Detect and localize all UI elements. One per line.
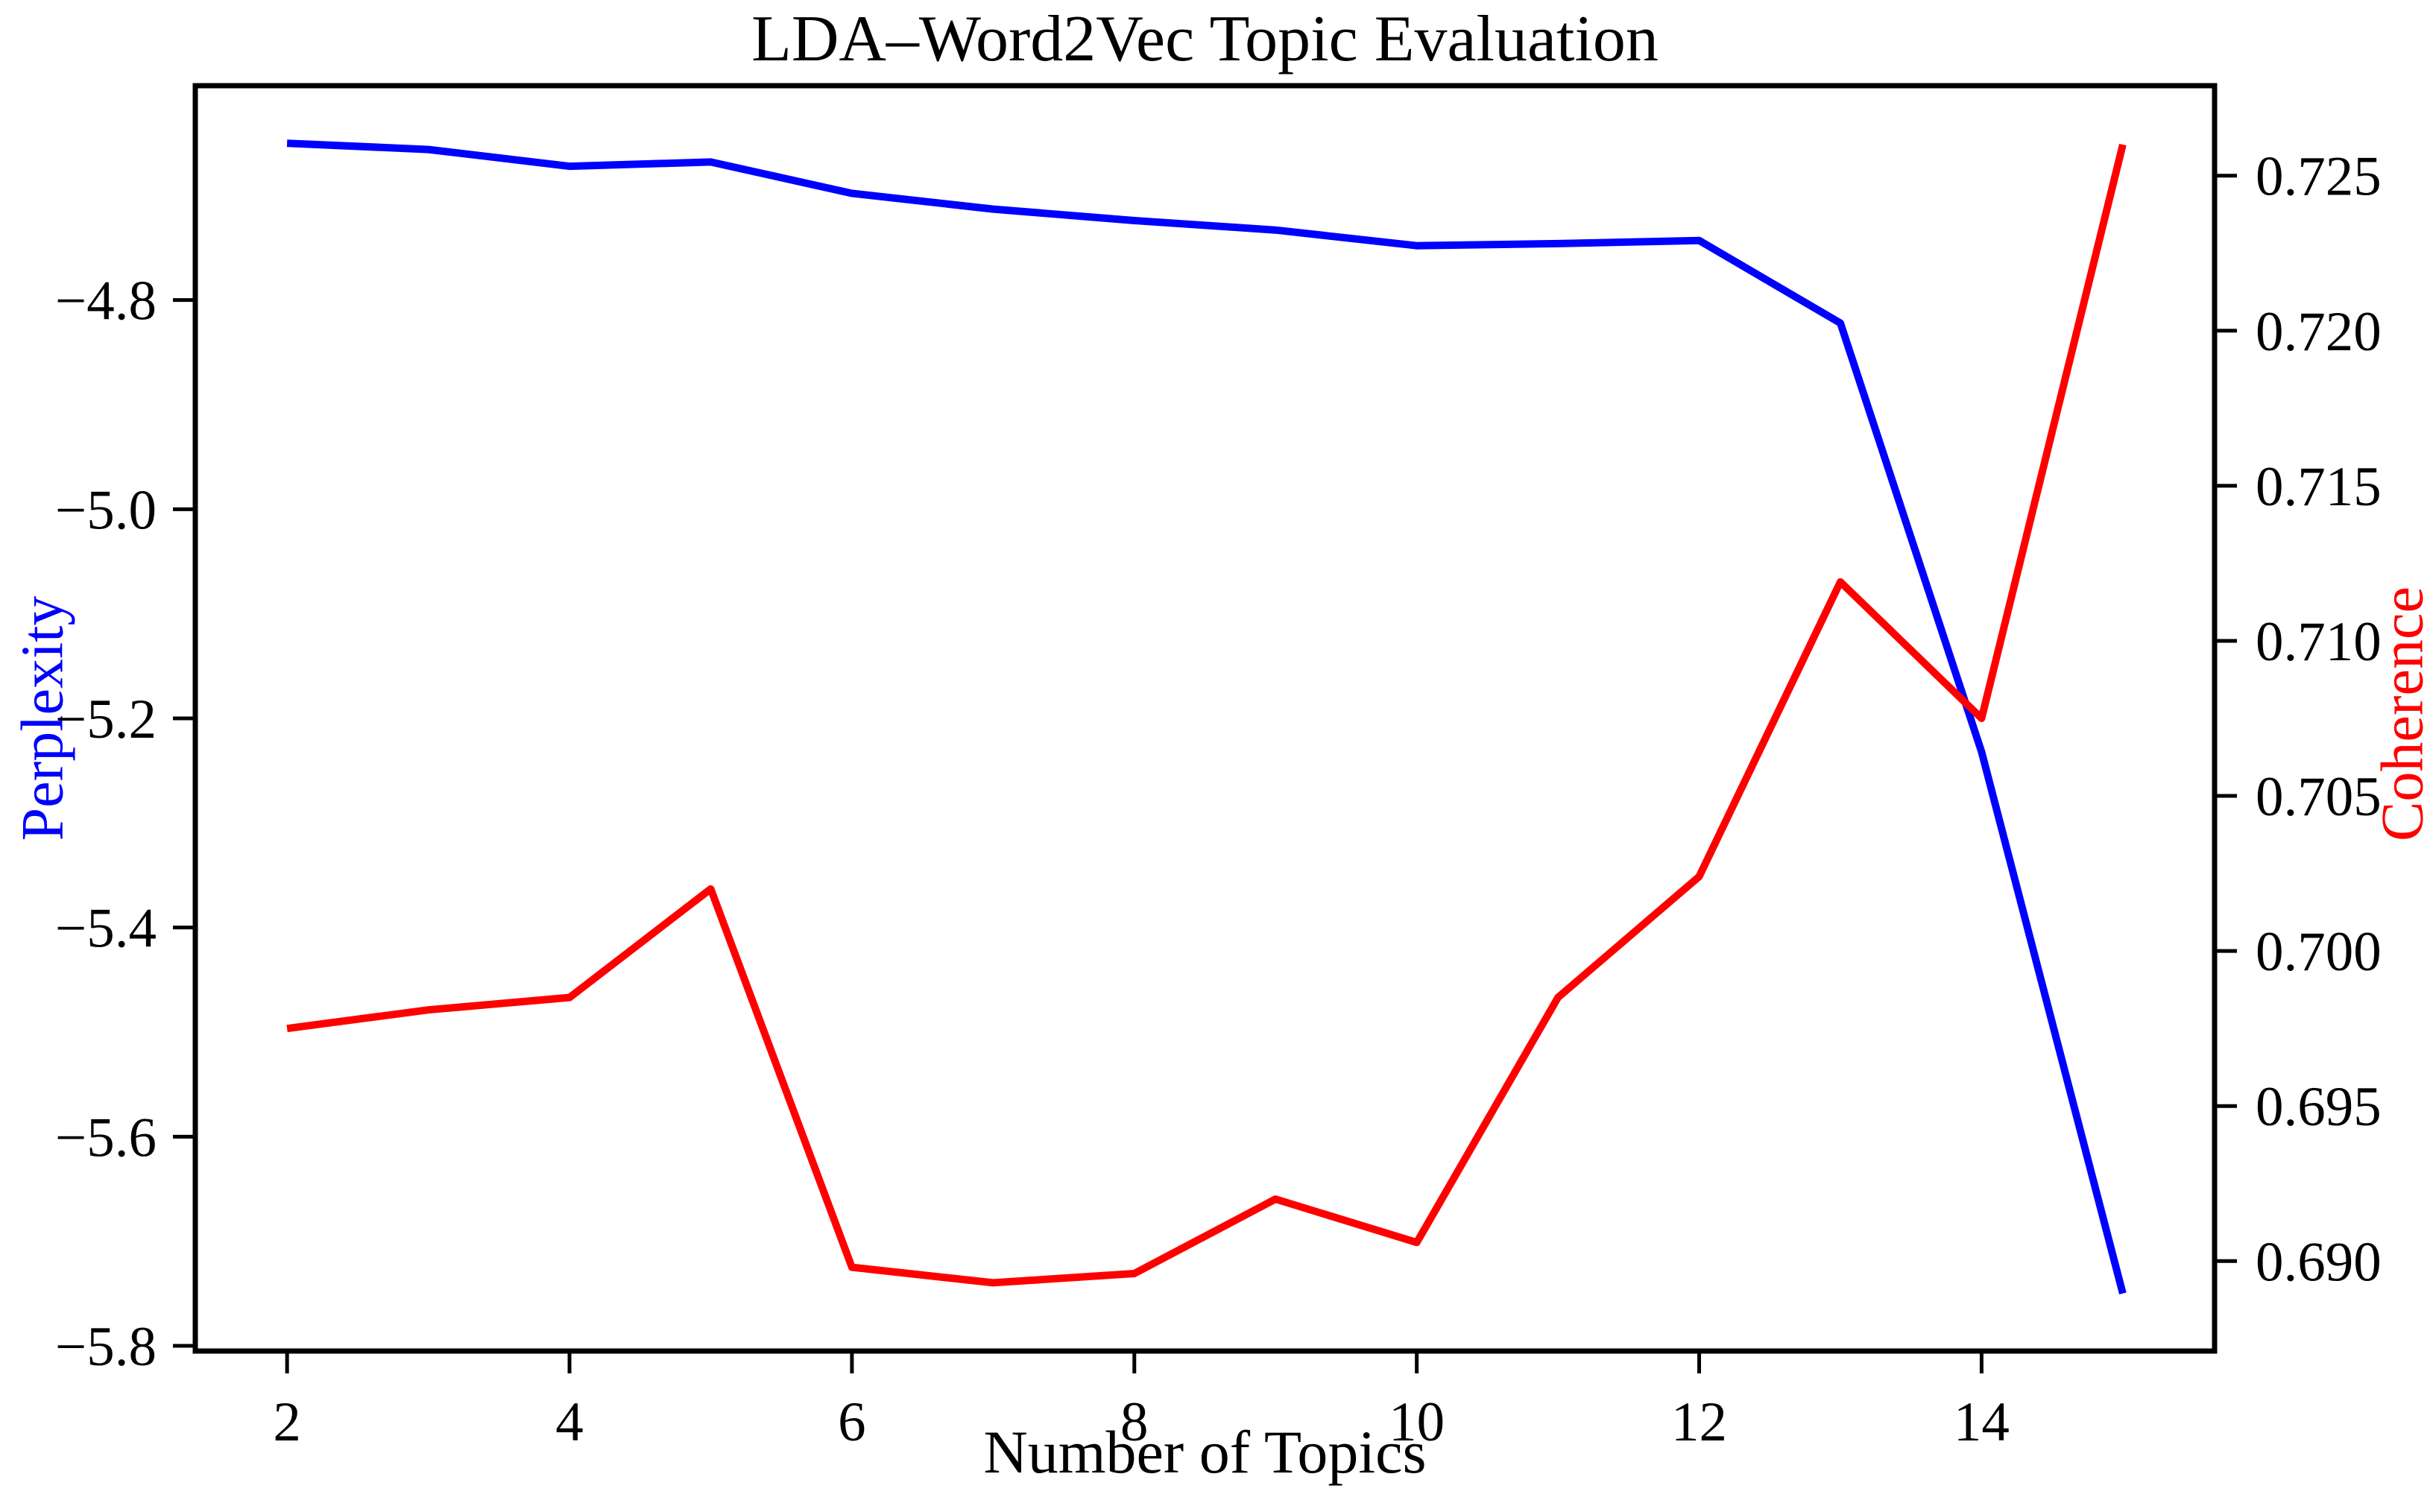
left-y-tick-label: −5.6	[55, 1107, 157, 1168]
coherence-line	[286, 143, 2127, 1287]
right-y-tick-label: 0.720	[2256, 301, 2382, 363]
right-y-tick-label: 0.710	[2256, 611, 2382, 673]
right-y-tick-label: 0.725	[2256, 146, 2382, 208]
right-y-tick-label: 0.690	[2256, 1231, 2382, 1293]
plot-frame	[192, 83, 2218, 1354]
x-tick-label: 12	[1671, 1391, 1727, 1453]
perplexity-line	[286, 139, 2127, 1295]
x-tick-label: 2	[273, 1391, 301, 1453]
right-y-tick-label: 0.700	[2256, 921, 2382, 983]
right-y-tick-label: 0.705	[2256, 766, 2382, 828]
chart-title: LDA–Word2Vec Topic Evaluation	[751, 3, 1659, 75]
left-y-tick-label: −5.8	[55, 1316, 157, 1378]
left-y-tick-label: −5.0	[55, 479, 157, 541]
right-y-tick-label: 0.695	[2256, 1076, 2382, 1138]
right-y-tick-label: 0.715	[2256, 456, 2382, 518]
left-y-tick-label: −4.8	[55, 271, 157, 332]
left-y-tick-label: −5.4	[55, 898, 157, 960]
x-tick-label: 14	[1954, 1391, 2010, 1453]
x-tick-label: 6	[838, 1391, 866, 1453]
left-y-tick-label: −5.2	[55, 689, 157, 750]
x-axis-title: Number of Topics	[983, 1418, 1427, 1486]
x-tick-label: 4	[555, 1391, 584, 1453]
x-tick-label: 10	[1389, 1391, 1445, 1453]
x-tick-label: 8	[1120, 1391, 1149, 1453]
